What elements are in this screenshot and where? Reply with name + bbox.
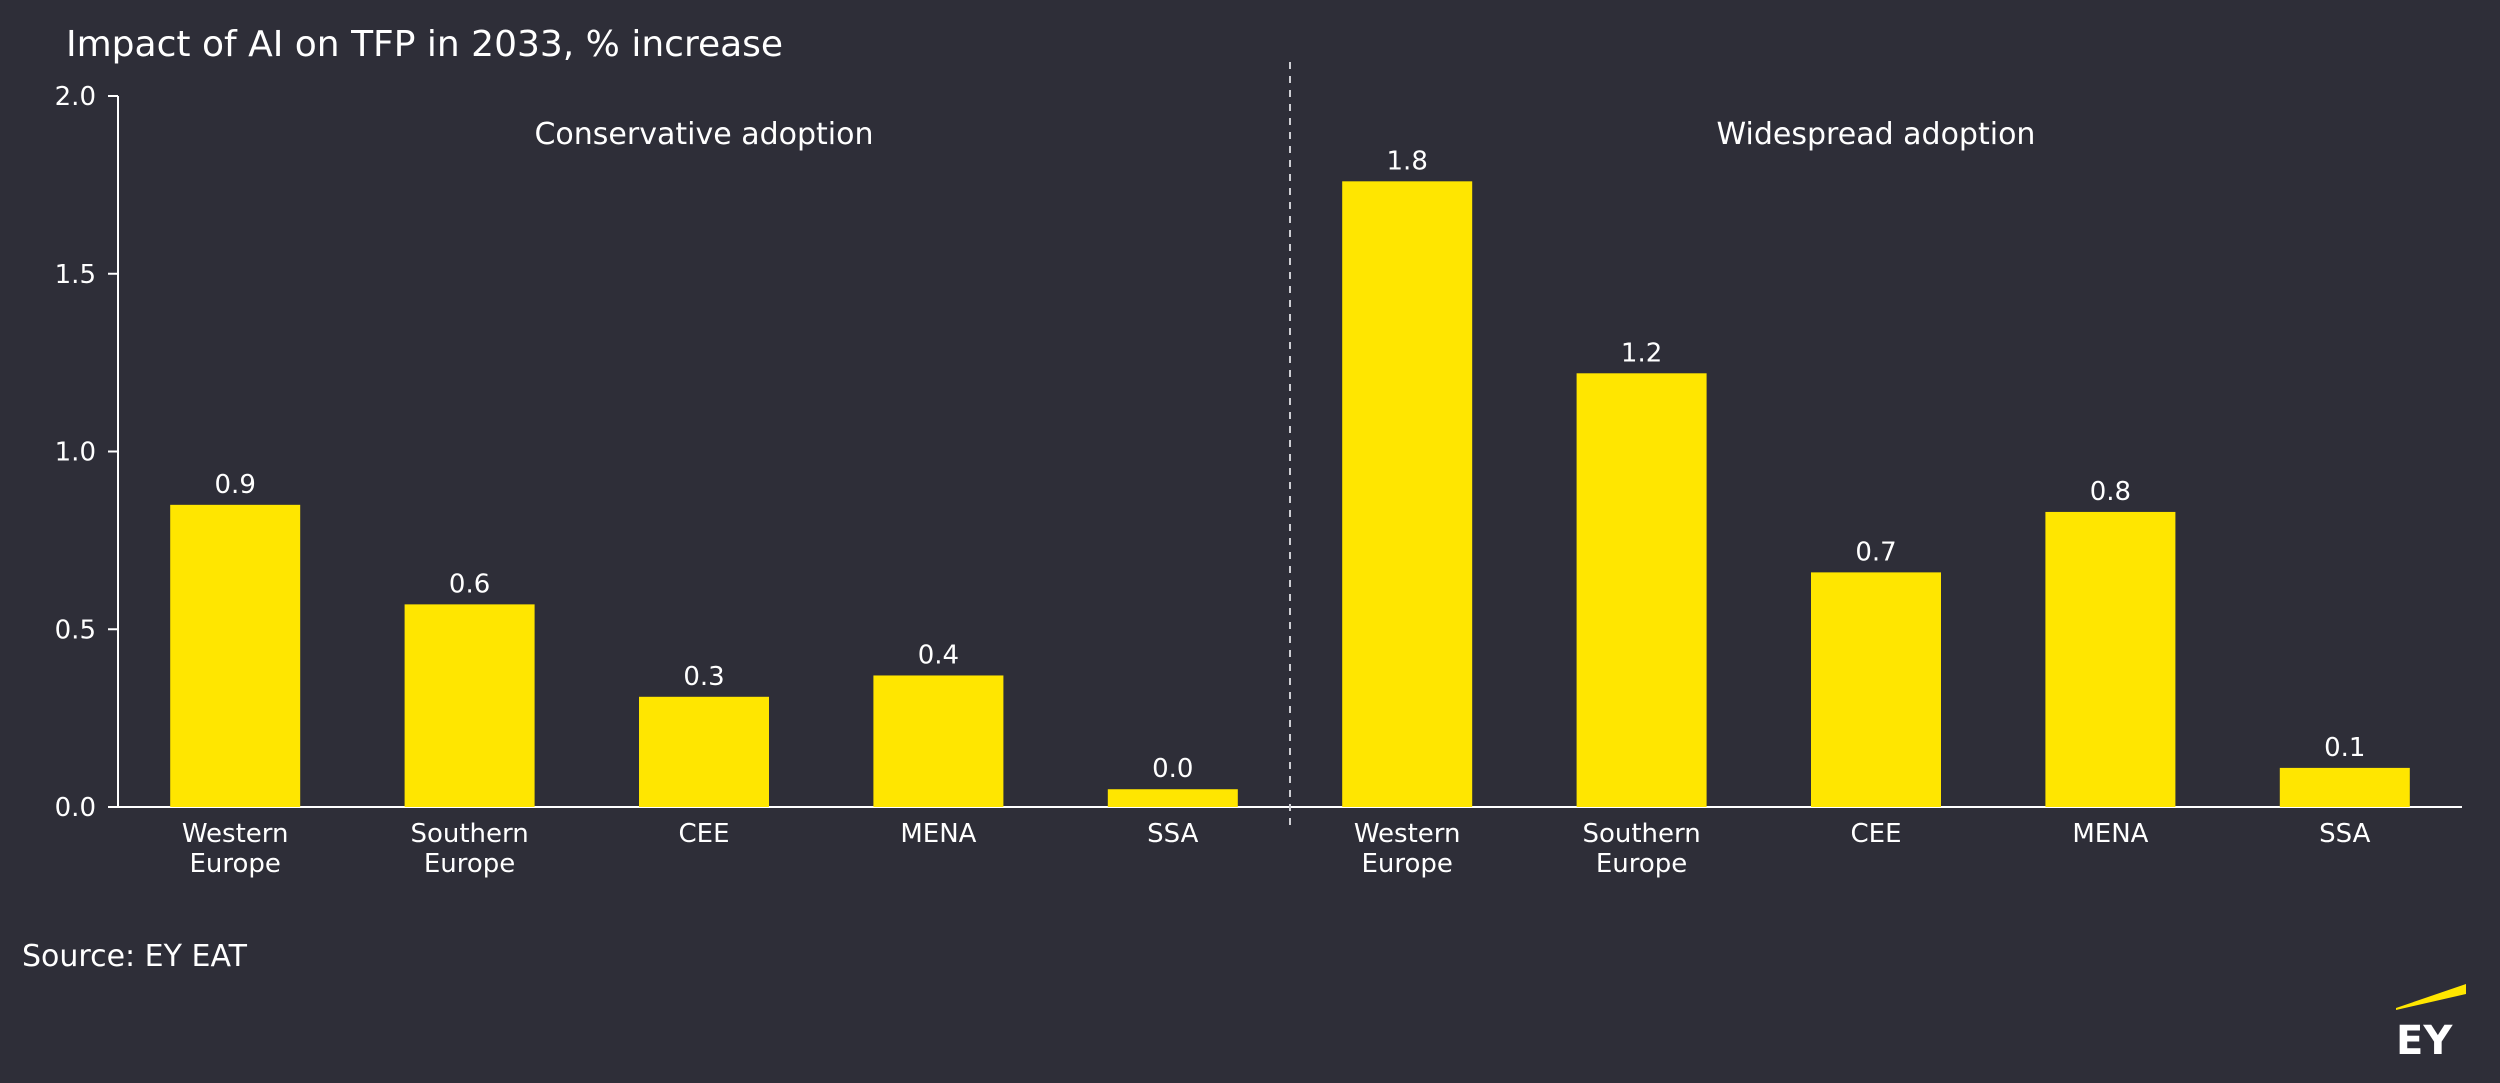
x-tick-label: Southern Europe [410, 819, 528, 879]
bar [639, 696, 769, 807]
bar [1811, 572, 1941, 807]
panel-title: Widespread adoption [1717, 117, 2036, 152]
bar [873, 675, 1004, 807]
ey-logo-beam [2396, 984, 2466, 1010]
y-tick-label: 0.5 [55, 615, 96, 645]
y-tick-label: 0.0 [55, 793, 96, 823]
x-tick-label: Western Europe [182, 819, 289, 879]
bar [2279, 767, 2410, 807]
y-tick-label: 1.0 [55, 438, 96, 468]
bar-value-label: 1.2 [1621, 338, 1662, 368]
bar-value-label: 0.1 [2324, 733, 2365, 763]
labels-layer: 0.9 Western Europe 0.6 Southern Europe 0.3 CEE 0… [182, 117, 2371, 879]
source-note: Source: EY EAT [22, 939, 248, 974]
bar [2045, 511, 2176, 807]
x-tick-label: MENA [2072, 819, 2148, 849]
bar-value-label: 0.8 [2090, 477, 2131, 507]
y-tick-label: 1.5 [55, 260, 96, 290]
bar [404, 604, 535, 807]
x-tick-label: CEE [1850, 819, 1901, 849]
bar-value-label: 0.9 [215, 470, 256, 500]
ey-logo: EY [2396, 984, 2466, 1064]
x-tick-label: CEE [678, 819, 729, 849]
bar-value-label: 1.8 [1387, 146, 1428, 176]
chart-title: Impact of AI on TFP in 2033, % increase [66, 24, 783, 65]
ey-logo-text: EY [2396, 1018, 2453, 1064]
bars-layer [170, 181, 2410, 807]
bar-value-label: 0.7 [1855, 537, 1896, 567]
x-tick-label: SSA [1147, 819, 1198, 849]
bar [1342, 181, 1473, 807]
bar [170, 504, 301, 807]
x-tick-label: Southern Europe [1582, 819, 1700, 879]
x-tick-label: MENA [900, 819, 976, 849]
bar-value-label: 0.4 [918, 640, 959, 670]
bar-value-label: 0.0 [1152, 754, 1193, 784]
bar [1576, 373, 1707, 807]
x-tick-label: Western Europe [1354, 819, 1461, 879]
panel-title: Conservative adoption [534, 117, 873, 152]
y-tick-label: 2.0 [55, 82, 96, 112]
bar-value-label: 0.6 [449, 569, 490, 599]
bar [1107, 789, 1238, 807]
bar-value-label: 0.3 [683, 662, 724, 692]
x-tick-label: SSA [2319, 819, 2370, 849]
